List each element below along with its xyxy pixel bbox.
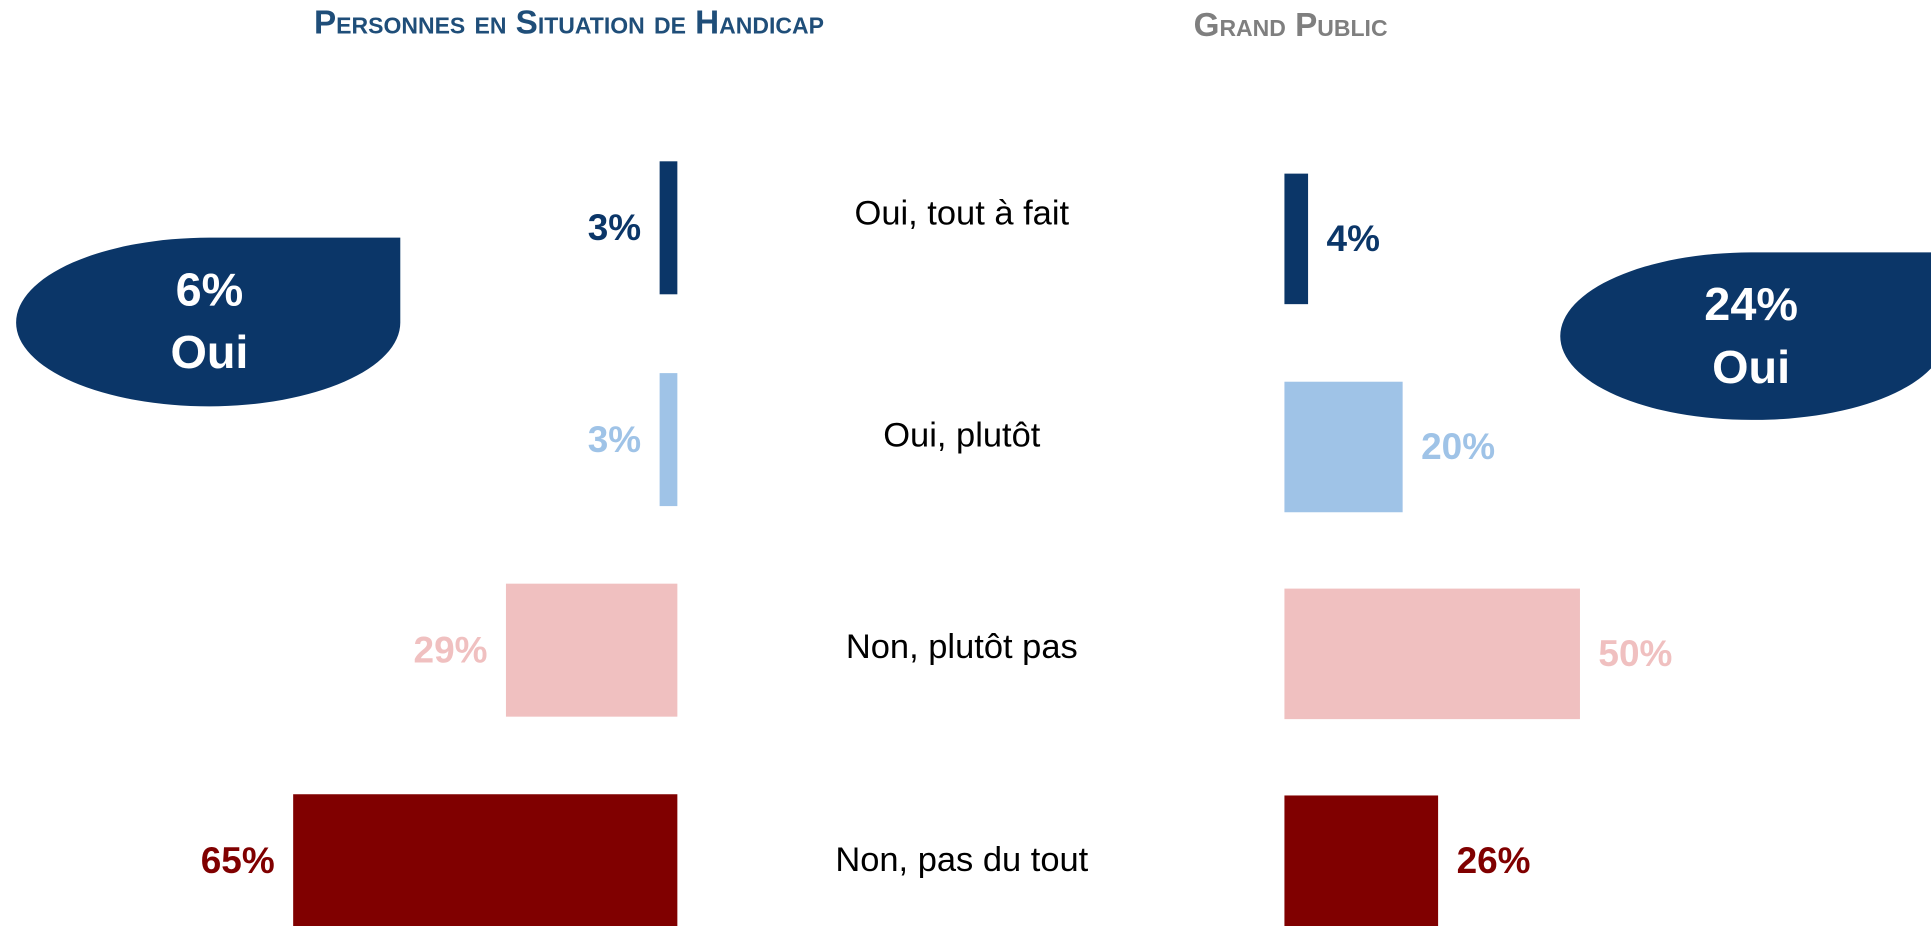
value-label: 26% [1457, 840, 1531, 881]
value-label: 65% [201, 840, 275, 881]
value-label: 29% [414, 629, 488, 670]
value-label: 50% [1598, 633, 1672, 674]
value-label: 3% [588, 207, 641, 248]
summary-value: 24% [1704, 278, 1798, 330]
summary-text: Oui [1712, 341, 1790, 393]
summary-callout [1560, 252, 1931, 420]
panel-title: Personnes en Situation de Handicap [314, 4, 824, 41]
panel-title: Grand Public [1194, 7, 1388, 44]
category-label: Oui, plutôt [883, 416, 1041, 454]
bar [505, 583, 678, 717]
summary-text: Oui [170, 326, 248, 378]
value-label: 20% [1421, 426, 1495, 467]
bar [659, 373, 678, 507]
bar [1284, 381, 1403, 513]
bar [1284, 795, 1439, 926]
category-label: Non, plutôt pas [846, 628, 1078, 666]
summary-value: 6% [176, 263, 244, 315]
summary-callout [16, 237, 401, 407]
bar [293, 794, 678, 926]
bar [1284, 588, 1580, 720]
value-label: 3% [588, 419, 641, 460]
category-label: Non, pas du tout [835, 841, 1088, 879]
bar [1284, 173, 1309, 305]
category-label: Oui, tout à fait [855, 195, 1070, 233]
bar [659, 161, 678, 295]
value-label: 4% [1327, 218, 1380, 259]
